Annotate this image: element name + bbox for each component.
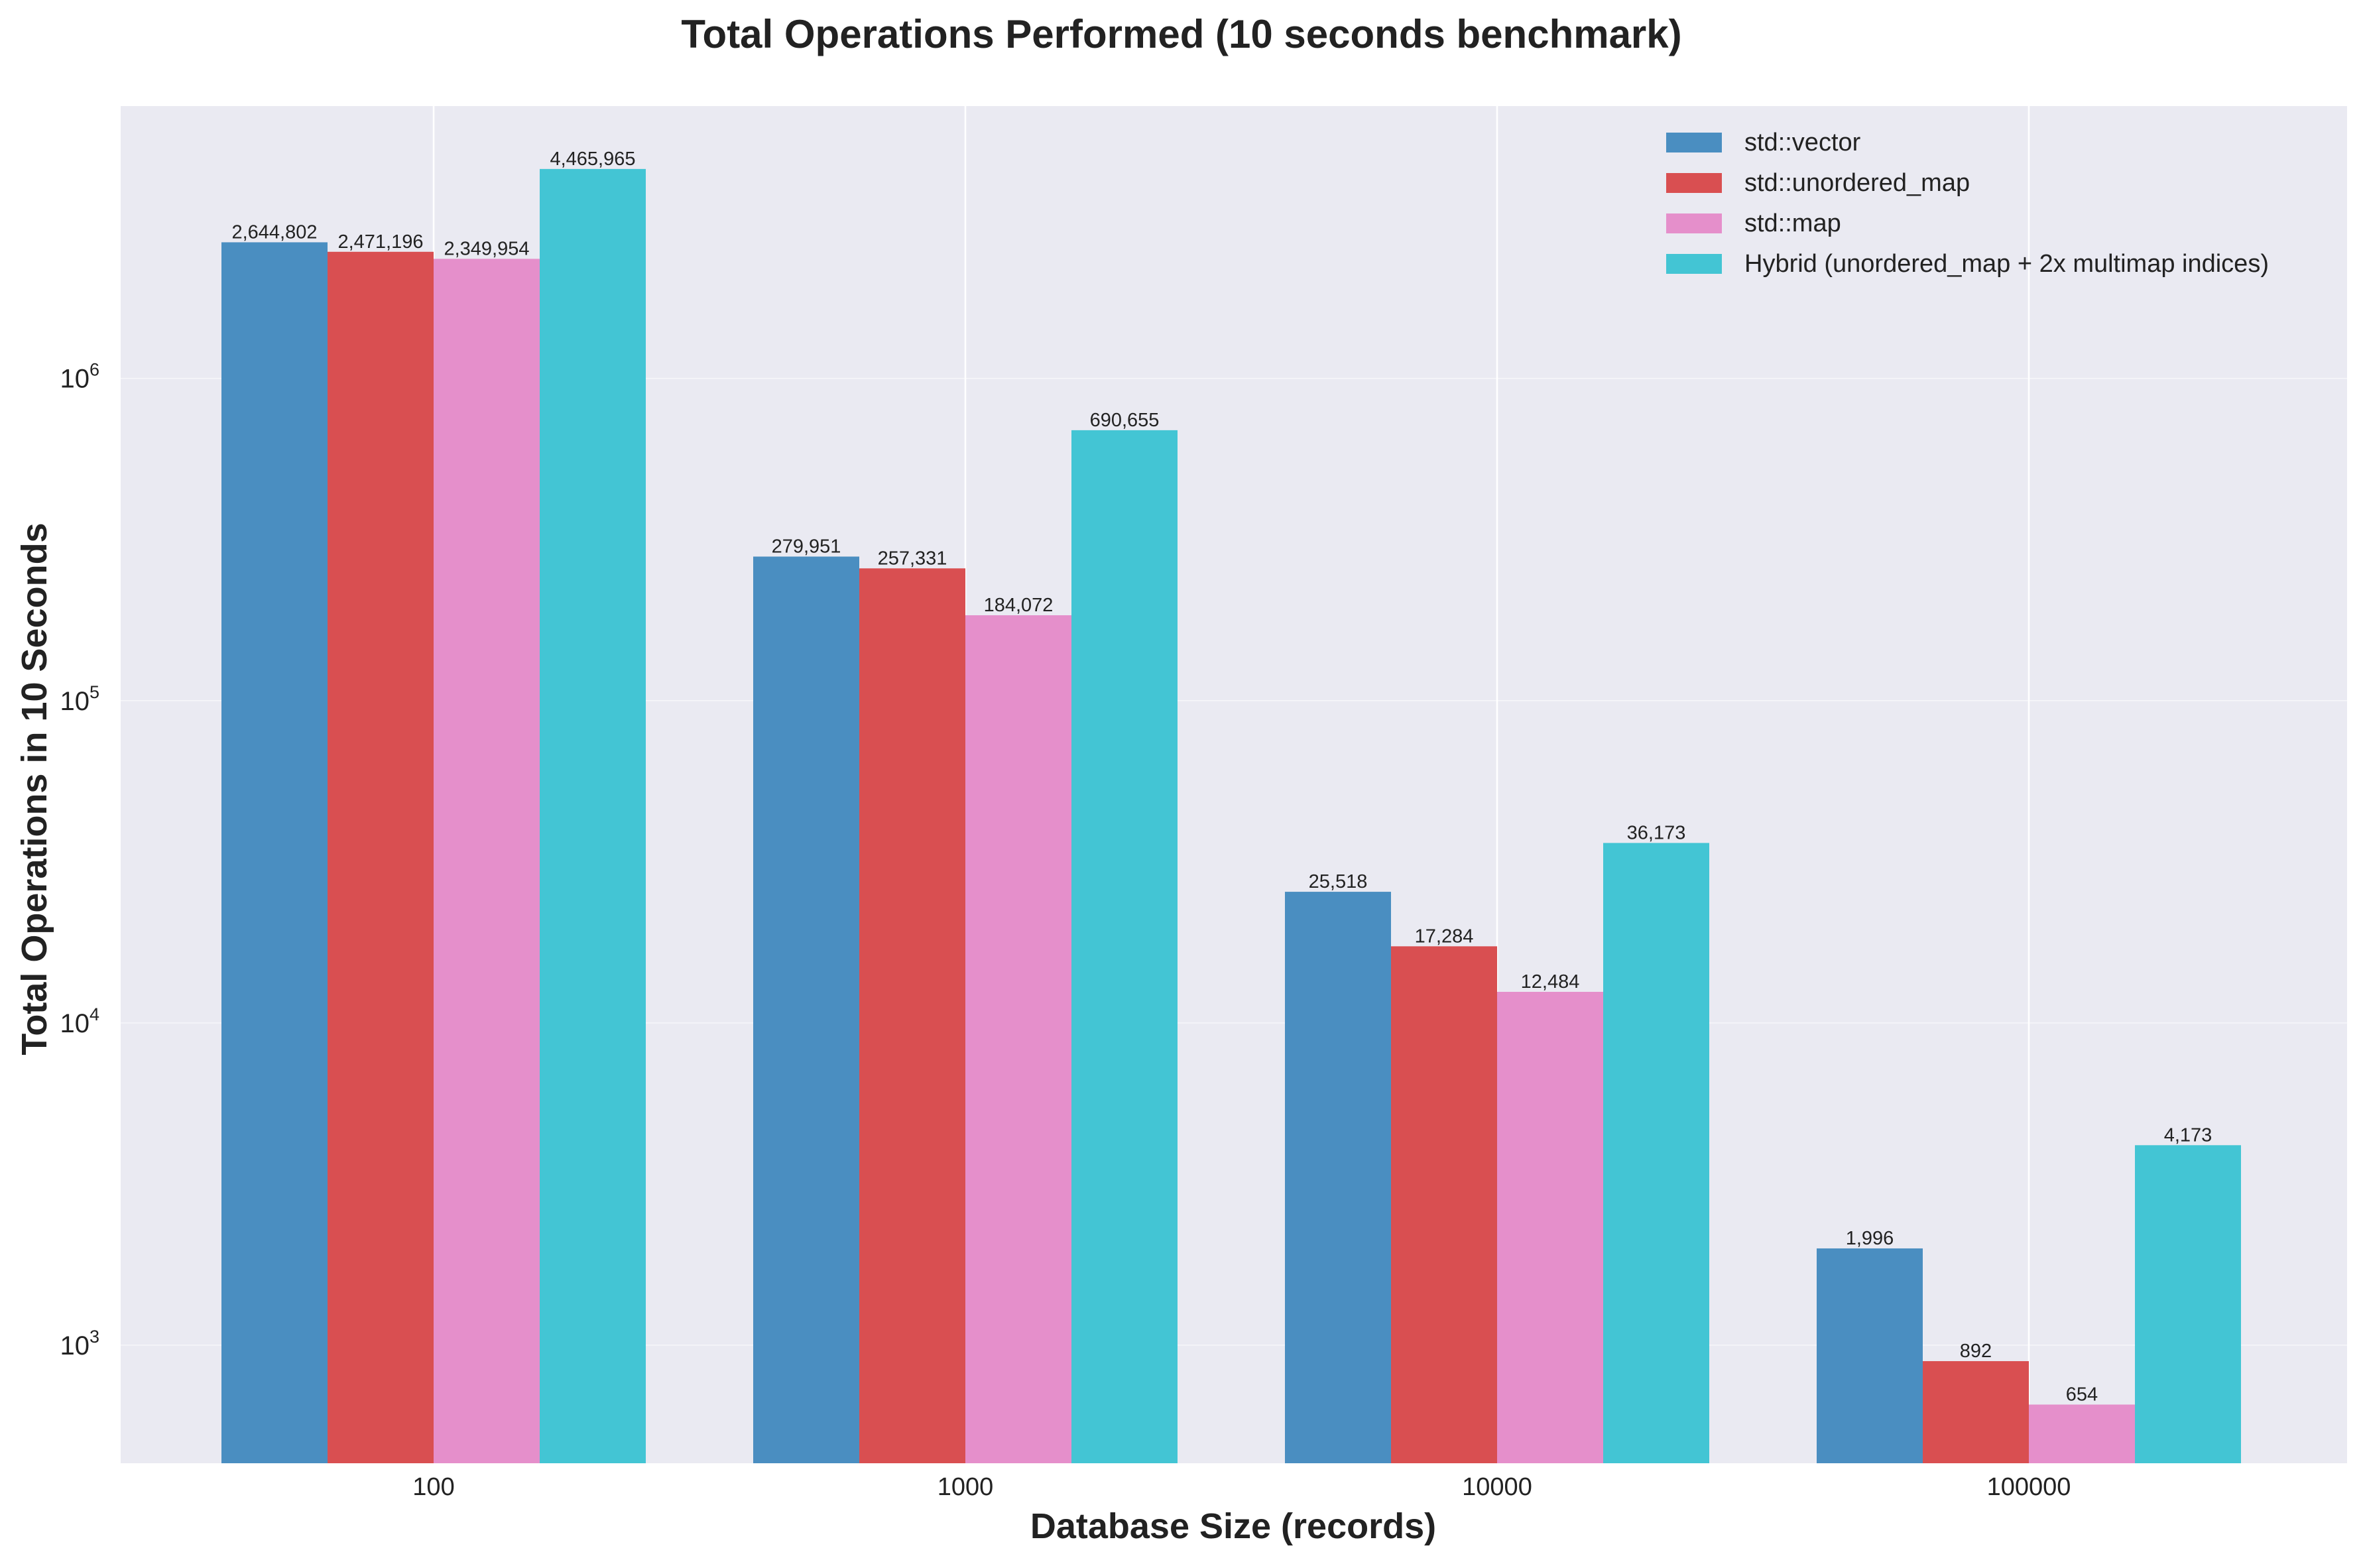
bar	[1391, 946, 1497, 1463]
bar-value-label: 2,471,196	[337, 231, 423, 253]
bar-value-label: 4,465,965	[550, 149, 635, 170]
bar-value-label: 2,644,802	[231, 221, 317, 243]
data-labels-layer: 2,644,802 279,951 25,518 1,996 2,471,196 257,…	[231, 149, 2212, 1406]
bar	[434, 259, 540, 1464]
bar-value-label: 257,331	[878, 548, 947, 569]
bar	[1603, 843, 1709, 1463]
bar-value-label: 279,951	[772, 536, 841, 557]
legend-label: std::unordered_map	[1744, 169, 1970, 197]
legend-label: std::vector	[1744, 129, 1861, 156]
bar-value-label: 17,284	[1415, 926, 1474, 947]
ticks-layer: 100 1000 10000 100000 103 104 105 106	[60, 360, 2071, 1501]
bar-value-label: 690,655	[1090, 410, 1160, 431]
bar	[753, 556, 859, 1464]
bar-value-label: 36,173	[1627, 822, 1686, 843]
x-tick-label: 100000	[1987, 1473, 2071, 1501]
bar	[1817, 1248, 1923, 1463]
x-tick-label: 1000	[938, 1473, 994, 1501]
bar	[859, 568, 965, 1463]
legend-swatch	[1666, 173, 1722, 193]
bar	[1071, 430, 1178, 1463]
chart-title: Total Operations Performed (10 seconds b…	[681, 12, 1681, 56]
legend-swatch	[1666, 254, 1722, 274]
y-axis-label: Total Operations in 10 Seconds	[15, 522, 54, 1055]
bar-value-label: 25,518	[1309, 871, 1368, 892]
bar	[540, 168, 646, 1463]
bar	[1497, 991, 1603, 1463]
y-tick-label: 105	[60, 682, 99, 716]
bar	[2029, 1404, 2135, 1463]
bar	[221, 242, 328, 1463]
legend-label: Hybrid (unordered_map + 2x multimap indi…	[1744, 250, 2269, 278]
bar-value-label: 892	[1960, 1341, 1992, 1362]
bar-value-label: 2,349,954	[444, 238, 529, 259]
legend: std::vectorstd::unordered_mapstd::mapHyb…	[1666, 129, 2269, 278]
bar-value-label: 654	[2066, 1384, 2098, 1405]
bar	[2135, 1145, 2241, 1463]
x-tick-label: 10000	[1462, 1473, 1532, 1501]
bars-layer	[221, 168, 2241, 1464]
y-tick-label: 104	[60, 1004, 99, 1038]
bar-value-label: 12,484	[1521, 971, 1580, 993]
x-axis-label: Database Size (records)	[1030, 1506, 1436, 1546]
bar	[965, 615, 1071, 1463]
legend-label: std::map	[1744, 210, 1841, 237]
bar	[1285, 892, 1391, 1463]
legend-swatch	[1666, 213, 1722, 233]
x-tick-label: 100	[412, 1473, 454, 1501]
bar	[1923, 1360, 2029, 1463]
y-tick-label: 106	[60, 360, 99, 394]
y-tick-label: 103	[60, 1327, 99, 1360]
bar-value-label: 4,173	[2164, 1124, 2212, 1146]
bar-value-label: 1,996	[1846, 1228, 1894, 1249]
bar	[328, 251, 434, 1463]
legend-swatch	[1666, 133, 1722, 152]
bar-value-label: 184,072	[984, 595, 1054, 616]
